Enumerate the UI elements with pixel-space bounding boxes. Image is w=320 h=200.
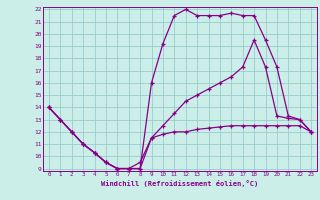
X-axis label: Windchill (Refroidissement éolien,°C): Windchill (Refroidissement éolien,°C) <box>101 180 259 187</box>
